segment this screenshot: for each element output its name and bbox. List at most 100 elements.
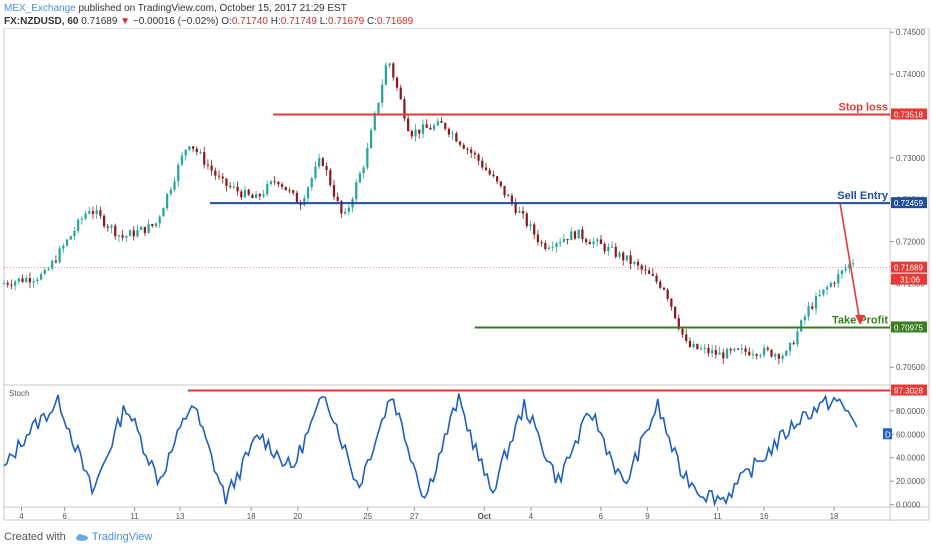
current-price-tag: [891, 261, 927, 273]
level-tag-label: 0.72459: [894, 199, 923, 208]
candle-body: [355, 182, 358, 200]
level-tag: [891, 108, 927, 120]
candle-body: [143, 226, 147, 234]
candle-body: [28, 277, 32, 283]
candle-body: [851, 263, 855, 265]
candle-body: [722, 352, 725, 359]
candle-body: [588, 242, 591, 245]
high-value: 0.71749: [280, 16, 317, 27]
stoch-level-tag: [891, 384, 927, 396]
candle-body: [255, 194, 258, 199]
stoch-badge-label: D: [885, 430, 891, 439]
current-price-label: 0.71689: [894, 264, 923, 273]
candle-body: [2, 282, 6, 284]
stoch-line: [3, 393, 858, 508]
candle-body: [529, 224, 532, 227]
tradingview-link[interactable]: TradingView: [91, 531, 153, 543]
candle-body: [685, 334, 688, 341]
candle-body: [584, 239, 588, 243]
candle-body: [147, 224, 150, 234]
candle-body: [410, 131, 413, 137]
candle-body: [759, 355, 762, 357]
candle-body: [303, 198, 306, 205]
candle-body: [774, 354, 777, 357]
candle-body: [91, 211, 95, 215]
candle-body: [525, 213, 528, 227]
candle-body: [811, 306, 814, 309]
candle-body: [69, 236, 72, 240]
candle-body: [195, 148, 198, 153]
candle-body: [814, 296, 818, 309]
candle-body: [599, 239, 603, 245]
candle-body: [51, 260, 54, 269]
candle-body: [421, 124, 425, 134]
level-tag: [891, 321, 927, 333]
candle-body: [25, 277, 28, 282]
candle-body: [199, 152, 202, 154]
chart-svg[interactable]: 4 6 11 13 18 20 25 27 Oct 4 6 9 11 16 18 0.74500 0.74000…: [2, 27, 930, 521]
candle-body: [636, 262, 640, 266]
footer: Created with TradingView: [4, 531, 152, 543]
x-tick-label: 13: [176, 512, 185, 521]
candle-body: [295, 192, 299, 204]
candle-body: [151, 224, 154, 227]
x-tick-label: 9: [645, 512, 650, 521]
candle-body: [110, 225, 113, 228]
candle-body: [58, 248, 61, 263]
candle-body: [229, 185, 232, 187]
candle-body: [673, 306, 677, 319]
candle-body: [655, 275, 658, 282]
candle-body: [429, 127, 432, 130]
candle-body: [818, 294, 821, 297]
candle-body: [592, 241, 595, 245]
candle-body: [77, 219, 80, 231]
candle-body: [748, 351, 751, 356]
candle-body: [217, 175, 221, 177]
candle-body: [603, 244, 606, 252]
candle-body: [559, 241, 562, 244]
candle-body: [544, 243, 547, 250]
stoch-tick-label: 40.0000: [896, 454, 925, 463]
candle-body: [106, 226, 109, 228]
symbol-label[interactable]: FX:NZDUSD, 60: [4, 16, 79, 27]
candle-body: [570, 231, 573, 241]
candle-body: [777, 354, 781, 359]
candle-body: [121, 235, 124, 238]
x-tick-label: 4: [529, 512, 534, 521]
candle-body: [562, 238, 565, 242]
candle-body: [388, 63, 391, 66]
candle-body: [262, 194, 265, 197]
x-tick-label: 6: [62, 512, 67, 521]
candle-body: [366, 148, 369, 168]
candle-body: [236, 186, 239, 192]
candle-body: [618, 252, 621, 257]
candle-body: [826, 286, 829, 290]
candle-body: [418, 129, 421, 134]
candle-body: [521, 211, 525, 214]
candle-body: [277, 181, 280, 185]
candle-body: [381, 84, 384, 103]
target-arrowhead: [855, 314, 866, 325]
candle-body: [440, 121, 443, 123]
level-label: Stop loss: [838, 101, 888, 113]
candle-body: [488, 170, 491, 175]
candle-body: [306, 187, 310, 199]
candle-body: [247, 189, 250, 195]
price-tick-label: 0.70500: [896, 363, 925, 372]
stoch-title: Stoch: [9, 389, 29, 398]
candle-body: [206, 164, 210, 166]
candle-body: [781, 355, 784, 359]
author-link[interactable]: MEX_Exchange: [4, 3, 76, 14]
candle-body: [451, 133, 454, 135]
candle-body: [503, 185, 506, 196]
price-tick-label: 0.74000: [896, 70, 925, 79]
candle-body: [444, 122, 447, 129]
candle-body: [470, 149, 473, 153]
candle-body: [117, 235, 121, 237]
candle-body: [32, 280, 35, 283]
candle-body: [232, 186, 235, 188]
candle-body: [573, 231, 577, 239]
candle-body: [184, 149, 187, 156]
candle-body: [800, 320, 803, 332]
candle-body: [132, 230, 135, 237]
